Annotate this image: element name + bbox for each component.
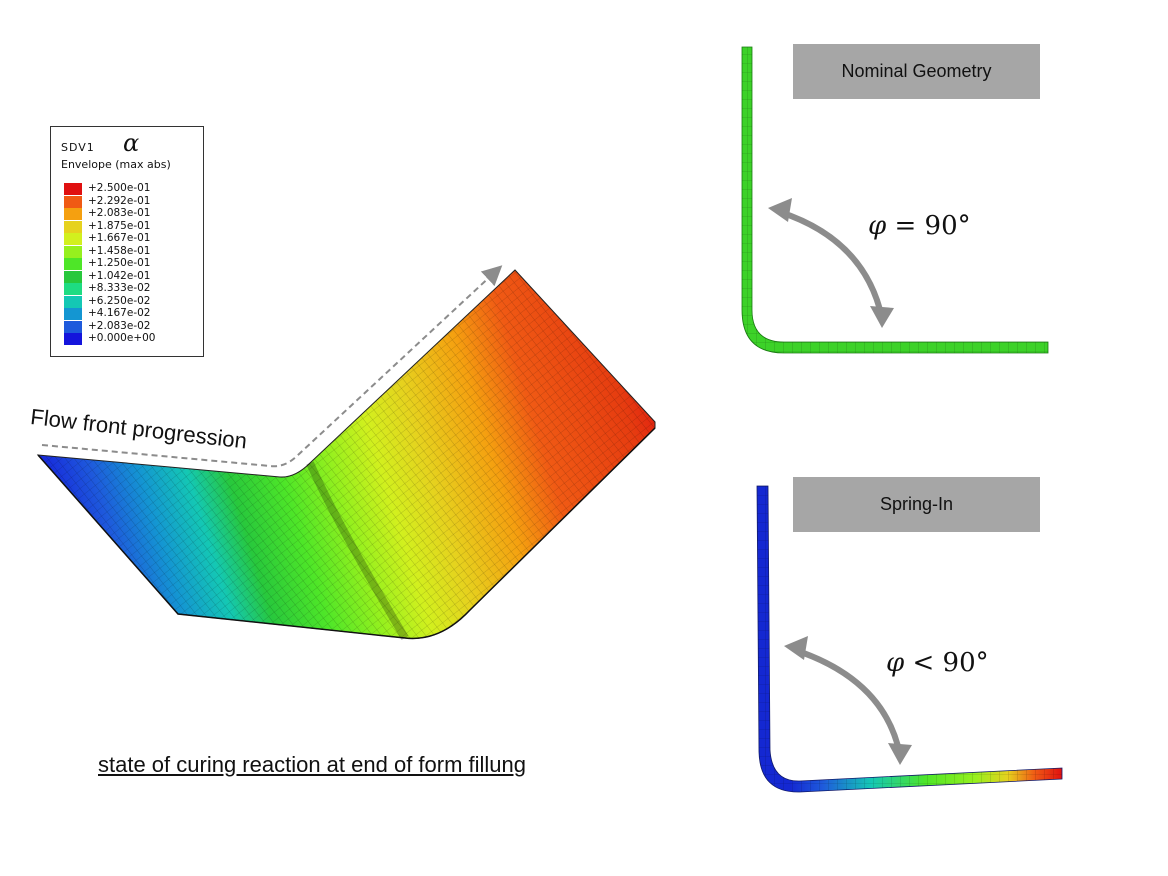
legend-entry: +0.000e+00 [64, 332, 199, 345]
legend-swatch [64, 283, 82, 295]
legend-entry-label: +2.292e-01 [88, 194, 151, 207]
legend-swatch [64, 195, 82, 208]
legend-entry: +2.083e-02 [64, 319, 199, 333]
legend-variable: SDV1 [61, 141, 95, 154]
nominal-angle-relation: = 90° [894, 211, 971, 241]
legend-entry-label: +1.042e-01 [88, 269, 151, 282]
legend-entry: +1.250e-01 [64, 257, 199, 270]
legend-subtitle: Envelope (max abs) [61, 158, 171, 171]
legend-entry-label: +2.083e-02 [88, 319, 151, 332]
legend-swatch [64, 308, 82, 320]
color-legend: SDV1 α Envelope (max abs) +2.500e-01 +2.2… [50, 126, 204, 357]
legend-swatch [64, 270, 82, 283]
nominal-angle-arrowhead-top [768, 198, 792, 222]
legend-symbol: α [123, 129, 140, 157]
legend-entry-label: +8.333e-02 [88, 282, 151, 294]
legend-entry: +1.458e-01 [64, 244, 199, 258]
spring-in-angle-arrow [794, 647, 903, 756]
legend-entry-label: +1.458e-01 [88, 244, 151, 257]
legend-swatch [64, 233, 82, 245]
legend-entry-label: +1.667e-01 [88, 232, 151, 244]
legend-swatch [64, 208, 82, 220]
spring-in-angle-label: φ < 90° [886, 648, 989, 678]
spring-in-angle-relation: < 90° [912, 648, 989, 678]
spring-in-angle-symbol: φ [886, 648, 905, 678]
legend-entry-label: +2.083e-01 [88, 207, 151, 219]
nominal-angle-arrowhead-bottom [870, 306, 894, 328]
spring-in-profile [756, 485, 1063, 793]
legend-swatch [64, 245, 82, 258]
legend-entry-label: +1.875e-01 [88, 219, 151, 232]
part-mesh [38, 270, 655, 639]
legend-entry: +2.083e-01 [64, 207, 199, 220]
legend-entry-label: +0.000e+00 [88, 332, 156, 344]
nominal-angle-label: φ = 90° [868, 211, 971, 241]
nominal-angle-arrow [779, 209, 885, 319]
legend-entry: +6.250e-02 [64, 294, 199, 308]
spring-in-angle-arrowhead-top [784, 636, 808, 660]
main-caption: state of curing reaction at end of form … [98, 752, 527, 777]
legend-swatch [64, 333, 82, 345]
legend-entry: +4.167e-02 [64, 307, 199, 320]
curing-part [36, 269, 656, 641]
legend-swatch [64, 295, 82, 308]
legend-swatch [64, 320, 82, 333]
nominal-angle-symbol: φ [868, 211, 887, 241]
flow-front-arrow [41, 265, 503, 468]
legend-swatch [64, 258, 82, 270]
legend-entry: +2.292e-01 [64, 194, 199, 208]
legend-entry-label: +4.167e-02 [88, 307, 151, 319]
legend-entry: +1.667e-01 [64, 232, 199, 245]
legend-entry: +8.333e-02 [64, 282, 199, 295]
spring-in-angle-arrowhead-bottom [888, 743, 912, 765]
legend-entry-label: +6.250e-02 [88, 294, 151, 307]
legend-entry: +1.875e-01 [64, 219, 199, 233]
part-edge [37, 427, 656, 640]
nominal-geometry-tag: Nominal Geometry [793, 44, 1040, 99]
legend-swatch [64, 183, 82, 195]
legend-entry-label: +1.250e-01 [88, 257, 151, 269]
legend-swatch [64, 220, 82, 233]
legend-entry: +1.042e-01 [64, 269, 199, 283]
nominal-profile [741, 46, 1049, 354]
legend-entry: +2.500e-01 [64, 182, 199, 195]
legend-entry-label: +2.500e-01 [88, 182, 151, 194]
spring-in-tag: Spring-In [793, 477, 1040, 532]
bend-line [306, 461, 409, 641]
